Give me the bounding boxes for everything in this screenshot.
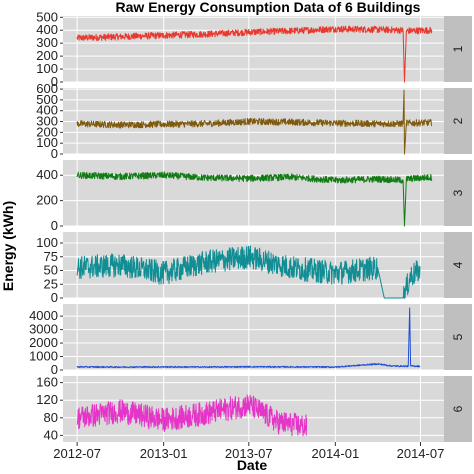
series-line-6 (76, 394, 308, 437)
series-line-4 (76, 245, 421, 299)
y-tick-label: 400 (36, 167, 58, 182)
y-tick-label: 25 (44, 276, 58, 291)
facet-strip (444, 304, 472, 370)
x-tick-label: 2014-01 (311, 446, 359, 461)
y-tick-label: 40 (44, 427, 58, 442)
y-tick-label: 0 (51, 362, 58, 377)
facet-strip-label: 6 (451, 405, 465, 412)
y-tick-label: 80 (44, 410, 58, 425)
y-tick-label: 200 (36, 193, 58, 208)
facet-strip (444, 16, 472, 82)
series-line-1 (76, 25, 433, 83)
x-tick-label: 2014-07 (397, 446, 445, 461)
y-tick-label: 100 (36, 61, 58, 76)
y-tick-label: 200 (36, 48, 58, 63)
facet-strip (444, 376, 472, 442)
y-tick-label: 2000 (29, 335, 58, 350)
y-tick-label: 0 (51, 74, 58, 89)
facet-panels: 0100200300400500101002003004005006002020… (29, 9, 472, 461)
y-tick-label: 100 (36, 235, 58, 250)
y-tick-label: 400 (36, 103, 58, 118)
y-tick-label: 600 (36, 81, 58, 96)
chart-title: Raw Energy Consumption Data of 6 Buildin… (116, 0, 421, 15)
y-tick-label: 400 (36, 22, 58, 37)
y-tick-label: 0 (51, 218, 58, 233)
x-tick-label: 2012-07 (53, 446, 101, 461)
y-tick-label: 75 (44, 249, 58, 264)
y-tick-label: 500 (36, 92, 58, 107)
facet-panel-6: 40 80 120 160 6 (36, 375, 472, 442)
y-tick-label: 300 (36, 35, 58, 50)
facet-strip-label: 4 (451, 261, 465, 268)
y-tick-label: 0 (51, 290, 58, 305)
facet-strip-label: 2 (451, 117, 465, 124)
y-tick-label: 160 (36, 375, 58, 390)
series-line-2 (76, 89, 433, 155)
y-tick-label: 100 (36, 135, 58, 150)
y-tick-label: 120 (36, 392, 58, 407)
y-axis-title: Energy (kWh) (0, 201, 16, 291)
facet-strip (444, 88, 472, 154)
series-line-3 (76, 171, 433, 227)
y-tick-label: 0 (51, 146, 58, 161)
facet-panel-3: 0 200 400 3 (36, 160, 472, 233)
facet-strip-label: 5 (451, 333, 465, 340)
y-tick-label: 3000 (29, 322, 58, 337)
facet-strip (444, 232, 472, 298)
x-tick-label: 2013-07 (225, 446, 273, 461)
panel-background (63, 16, 444, 82)
facet-strip-label: 1 (451, 45, 465, 52)
panel-background (63, 160, 444, 226)
series-line-5 (76, 307, 421, 369)
y-tick-label: 50 (44, 263, 58, 278)
facet-strip-label: 3 (451, 189, 465, 196)
y-tick-label: 4000 (29, 308, 58, 323)
y-tick-label: 200 (36, 124, 58, 139)
x-tick-label: 2013-01 (140, 446, 188, 461)
x-axis-title: Date (237, 457, 268, 473)
panel-background (63, 304, 444, 370)
facet-strip (444, 160, 472, 226)
y-tick-label: 500 (36, 9, 58, 24)
y-tick-label: 1000 (29, 349, 58, 364)
y-tick-label: 300 (36, 114, 58, 129)
